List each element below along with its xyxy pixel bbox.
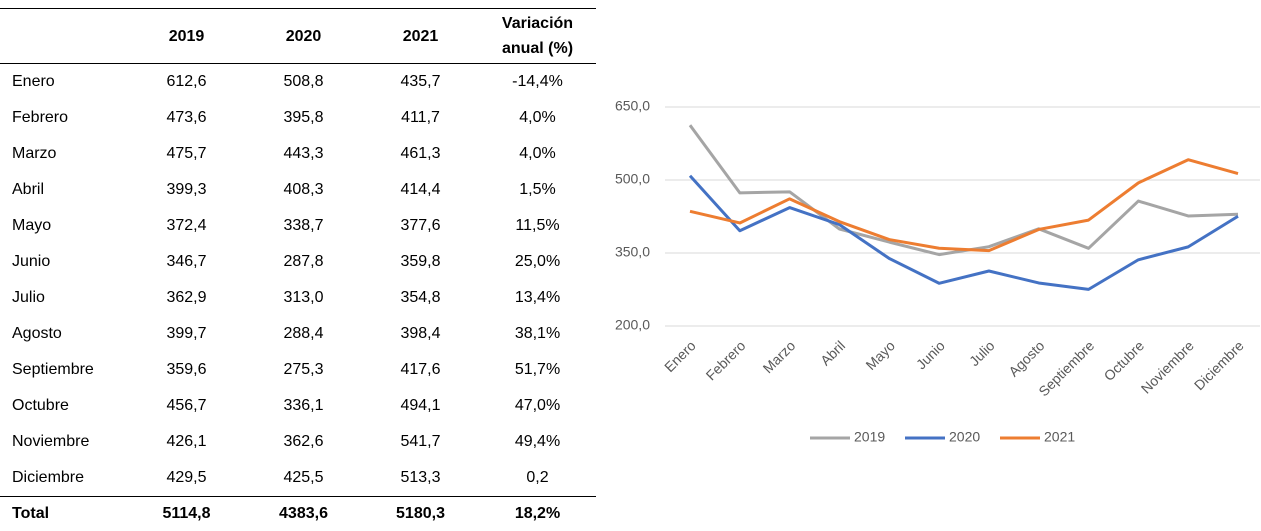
legend-label: 2020 (949, 429, 980, 445)
legend-label: 2019 (854, 429, 885, 445)
x-tick-label: Julio (966, 337, 998, 369)
y-tick-label: 650,0 (615, 98, 650, 114)
series-line (690, 125, 1238, 254)
x-tick-label: Mayo (862, 337, 898, 373)
x-tick-label: Octubre (1101, 337, 1148, 384)
x-tick-label: Abril (817, 337, 848, 368)
y-tick-label: 500,0 (615, 171, 650, 187)
x-tick-label: Junio (913, 337, 948, 372)
x-tick-label: Noviembre (1138, 337, 1197, 396)
x-tick-label: Agosto (1005, 337, 1047, 379)
y-tick-label: 350,0 (615, 244, 650, 260)
y-tick-label: 200,0 (615, 317, 650, 333)
x-tick-label: Marzo (760, 337, 799, 376)
x-tick-label: Diciembre (1191, 337, 1247, 393)
x-tick-label: Enero (661, 337, 699, 375)
x-tick-label: Febrero (703, 337, 749, 383)
legend-label: 2021 (1044, 429, 1075, 445)
